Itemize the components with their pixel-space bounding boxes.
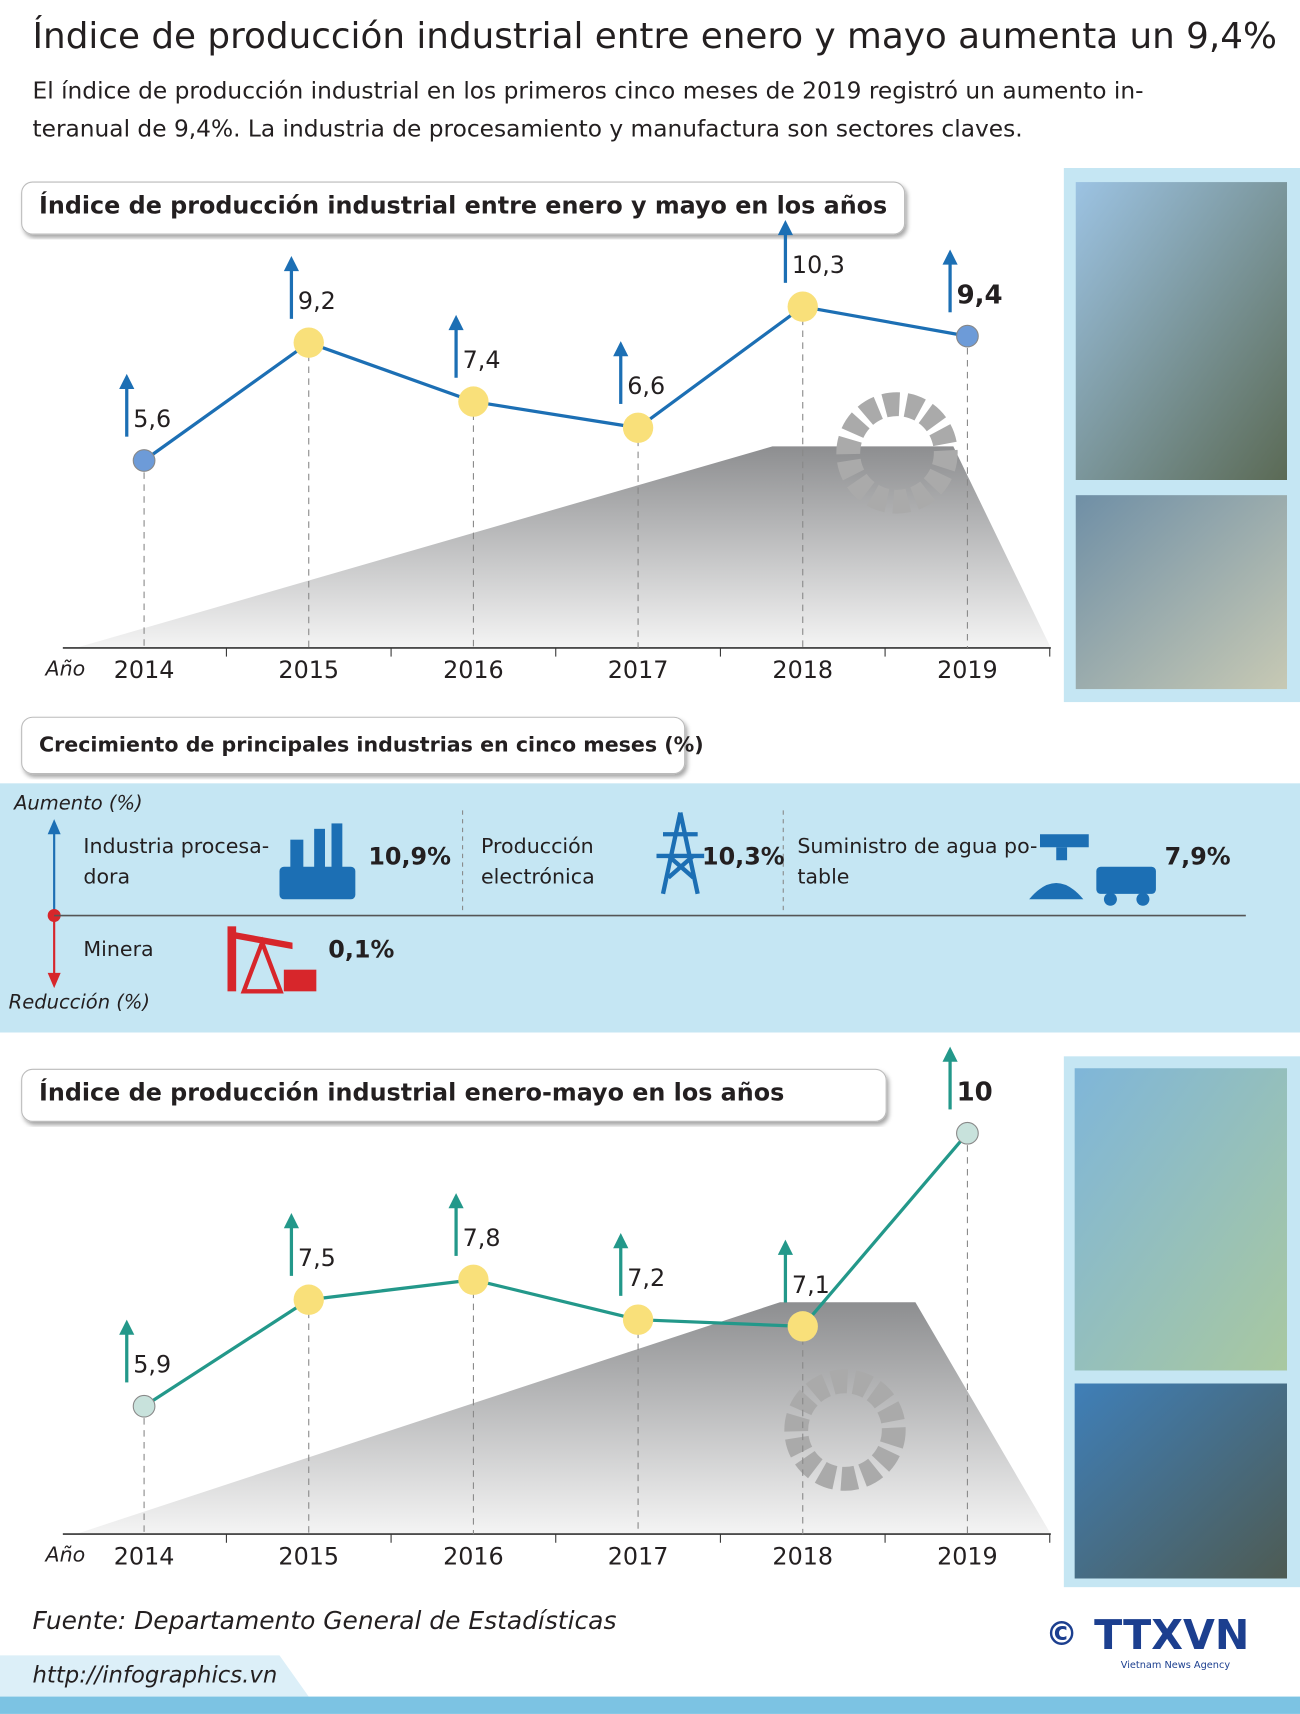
up-arrow-head [613,1233,629,1249]
x-tick-label: 2014 [114,656,175,684]
water-icon [1029,834,1156,906]
tower-icon [656,812,705,895]
up-arrow-head [613,341,629,357]
x-tick-label: 2016 [443,656,504,684]
x-tick-label: 2015 [278,656,339,684]
point [293,327,324,358]
value-label: 10,3 [792,251,845,279]
industry-name: Suministro de agua po- [797,834,1037,858]
copyright: © [1045,1615,1078,1653]
value-label: 7,5 [298,1244,336,1272]
line [143,1132,969,1408]
value-label: 7,4 [463,346,501,374]
up-arrow-head [283,256,299,272]
photo [1075,182,1287,481]
gear [784,1369,906,1491]
footer-bar [0,1696,1300,1714]
point [293,1284,324,1315]
chart-header [21,181,906,235]
url: http://infographics.vn [32,1663,277,1689]
up-arrow-head [448,1193,464,1209]
up-arrow-head [777,1239,793,1255]
subtitle-line: El índice de producción industrial en lo… [32,78,1143,105]
logo-subtitle: Vietnam News Agency [1121,1660,1231,1671]
photo [1074,1068,1287,1371]
subtitle-line: teranual de 9,4%. La industria de proces… [32,116,1022,143]
section-header [21,716,686,775]
url-tab [0,1655,309,1697]
industry-name: table [797,865,849,889]
point [956,324,979,348]
point [458,386,489,417]
x-tick-label: 2019 [937,656,998,684]
value-label: 7,1 [792,1271,830,1299]
decrease-label: Reducción (%) [9,991,150,1014]
x-tick-label: 2015 [278,1542,339,1570]
value-label: 7,8 [463,1224,501,1252]
x-axis-label: Año [43,657,85,681]
point [132,1394,156,1418]
factory-icon [279,823,356,900]
industry-name: electrónica [481,865,595,889]
chart-title: Índice de producción industrial enero-ma… [39,1079,784,1107]
point [622,412,654,443]
x-tick-label: 2016 [443,1542,504,1570]
chart-title: Índice de producción industrial entre en… [39,192,887,220]
x-tick-label: 2017 [608,1542,669,1570]
x-tick-label: 2018 [772,656,833,684]
industry-name: Minera [83,937,153,961]
up-arrow-head [119,373,135,389]
x-tick-label: 2017 [608,656,669,684]
value-label: 10 [957,1078,993,1108]
increase-label: Aumento (%) [12,791,143,814]
gear [836,392,958,514]
value-label: 9,4 [957,281,1003,311]
photo [1074,1383,1287,1579]
industry-name: dora [83,865,130,889]
arrow-head [47,819,61,835]
up-arrow-head [448,314,464,331]
arrow-head [47,972,61,989]
background-wedge [75,1302,1051,1535]
up-arrow-head [942,249,958,265]
industry-value: 10,9% [368,843,451,871]
x-tick-label: 2019 [937,1542,998,1570]
point [622,1304,654,1335]
point [132,449,156,472]
value-label: 7,2 [627,1264,665,1292]
background-wedge [75,446,1051,648]
logo: TTXVN [1094,1611,1249,1659]
industry-value: 7,9% [1165,843,1231,871]
industry-name: Industria procesa- [83,834,269,858]
x-axis-label: Año [43,1543,85,1567]
x-tick-label: 2014 [114,1542,175,1570]
point [458,1264,489,1295]
value-label: 5,9 [133,1351,171,1379]
point [956,1121,979,1145]
industries-band [0,783,1300,1033]
oil-icon [227,926,317,994]
photo [1075,495,1287,690]
up-arrow-head [283,1213,299,1229]
title: Índice de producción industrial entre en… [32,15,1276,57]
section-title: Crecimiento de principales industrias en… [39,732,704,756]
up-arrow-head [777,220,793,236]
industry-name: Producción [481,834,594,858]
x-tick-label: 2018 [772,1542,833,1570]
industry-value: 0,1% [328,936,394,964]
line [143,304,968,462]
value-label: 9,2 [298,287,336,315]
industry-value: 10,3% [702,843,785,871]
source: Fuente: Departamento General de Estadíst… [32,1606,616,1635]
value-label: 6,6 [627,372,665,400]
point [787,1311,818,1342]
up-arrow-head [119,1319,135,1335]
up-arrow-head [942,1046,958,1062]
value-label: 5,6 [133,405,171,433]
chart-header [21,1068,887,1122]
point [787,291,818,322]
